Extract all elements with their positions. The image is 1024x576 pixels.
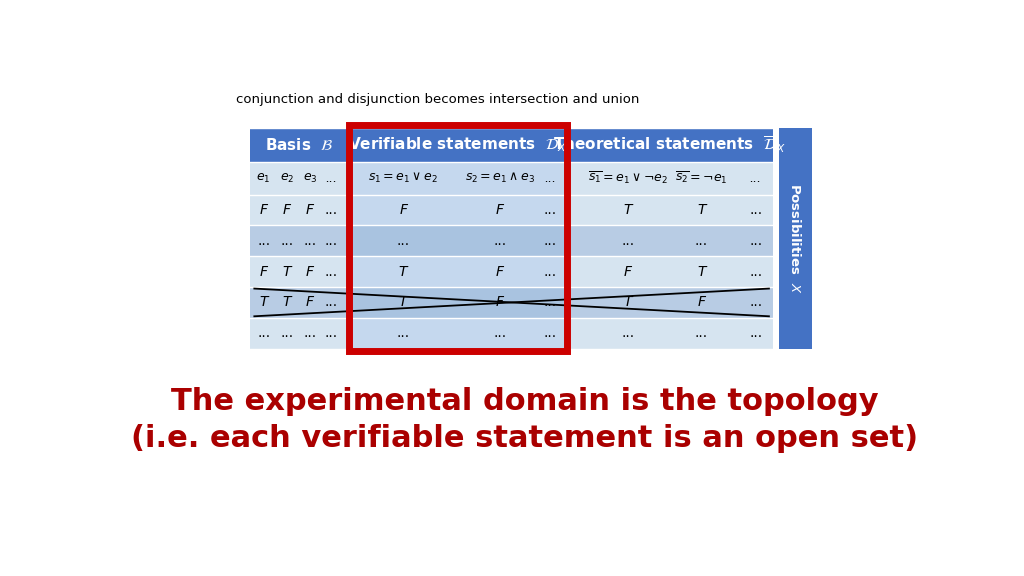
Text: ...: ... [622, 234, 635, 248]
Text: ...: ... [494, 234, 507, 248]
Text: Basis  $\mathcal{B}$: Basis $\mathcal{B}$ [265, 137, 334, 153]
Text: T: T [259, 295, 268, 309]
Bar [349, 124, 566, 351]
Text: $e_2$: $e_2$ [280, 172, 294, 185]
Text: F: F [260, 203, 267, 217]
Text: $\overline{s_2} = \neg e_1$: $\overline{s_2} = \neg e_1$ [675, 170, 728, 186]
Text: T: T [283, 264, 291, 279]
Text: ...: ... [325, 326, 338, 340]
Text: (i.e. each verifiable statement is an open set): (i.e. each verifiable statement is an op… [131, 424, 919, 453]
Text: $e_1$: $e_1$ [256, 172, 270, 185]
Text: ...: ... [545, 172, 556, 184]
Text: F: F [306, 264, 314, 279]
Text: F: F [624, 264, 632, 279]
Bar [349, 318, 566, 348]
Text: $s_2 = e_1 \wedge e_3$: $s_2 = e_1 \wedge e_3$ [465, 171, 535, 185]
Text: ...: ... [325, 264, 338, 279]
Text: F: F [496, 295, 504, 309]
Text: ...: ... [281, 234, 294, 248]
Bar [566, 256, 773, 287]
Bar [566, 287, 773, 318]
Text: ...: ... [750, 264, 762, 279]
Bar [349, 161, 566, 195]
Bar [349, 195, 566, 225]
Text: ...: ... [750, 295, 762, 309]
Text: ...: ... [544, 295, 557, 309]
Text: Theoretical statements  $\overline{\mathcal{D}}_X$: Theoretical statements $\overline{\mathc… [553, 135, 786, 155]
Bar [349, 256, 566, 287]
Bar [251, 225, 349, 256]
Text: ...: ... [750, 203, 762, 217]
Text: F: F [399, 203, 408, 217]
Text: F: F [283, 203, 291, 217]
Text: ...: ... [396, 326, 410, 340]
Bar [566, 195, 773, 225]
Text: ...: ... [325, 203, 338, 217]
Text: ...: ... [622, 326, 635, 340]
Text: ...: ... [695, 326, 708, 340]
Bar [566, 225, 773, 256]
Text: ...: ... [544, 234, 557, 248]
Text: ...: ... [257, 326, 270, 340]
Text: T: T [399, 295, 408, 309]
Text: ...: ... [695, 234, 708, 248]
Text: $\overline{s_1} = e_1 \vee \neg e_2$: $\overline{s_1} = e_1 \vee \neg e_2$ [588, 170, 668, 186]
Text: conjunction and disjunction becomes intersection and union: conjunction and disjunction becomes inte… [237, 93, 640, 107]
Bar [251, 318, 349, 348]
Bar [251, 161, 349, 195]
Bar [349, 287, 566, 318]
Text: Possibilities  $X$: Possibilities $X$ [788, 183, 802, 294]
Text: ...: ... [281, 326, 294, 340]
Text: F: F [306, 295, 314, 309]
Text: F: F [697, 295, 706, 309]
Text: ...: ... [325, 295, 338, 309]
Bar [251, 287, 349, 318]
Text: ...: ... [303, 326, 316, 340]
Text: T: T [697, 264, 706, 279]
Bar [251, 195, 349, 225]
Text: Verifiable statements  $\mathcal{D}_X$: Verifiable statements $\mathcal{D}_X$ [348, 135, 567, 154]
Text: The experimental domain is the topology: The experimental domain is the topology [171, 387, 879, 416]
Text: ...: ... [750, 326, 762, 340]
Text: T: T [399, 264, 408, 279]
Bar [251, 256, 349, 287]
Text: ...: ... [325, 234, 338, 248]
Text: T: T [624, 203, 632, 217]
Text: ...: ... [494, 326, 507, 340]
Bar [566, 161, 773, 195]
Text: ...: ... [325, 172, 337, 184]
Bar [349, 128, 566, 161]
Bar [251, 128, 349, 161]
Text: $e_3$: $e_3$ [303, 172, 317, 185]
Text: F: F [306, 203, 314, 217]
Bar [779, 128, 812, 348]
Text: ...: ... [544, 264, 557, 279]
Bar [566, 318, 773, 348]
Text: T: T [697, 203, 706, 217]
Text: F: F [496, 264, 504, 279]
Text: $s_1 = e_1 \vee e_2$: $s_1 = e_1 \vee e_2$ [369, 171, 438, 185]
Text: T: T [624, 295, 632, 309]
Text: ...: ... [750, 234, 762, 248]
Text: ...: ... [396, 234, 410, 248]
Text: T: T [283, 295, 291, 309]
Bar [349, 225, 566, 256]
Text: ...: ... [544, 203, 557, 217]
Bar [566, 128, 773, 161]
Text: ...: ... [303, 234, 316, 248]
Text: F: F [260, 264, 267, 279]
Text: ...: ... [750, 172, 762, 184]
Text: F: F [496, 203, 504, 217]
Text: ...: ... [257, 234, 270, 248]
Text: ...: ... [544, 326, 557, 340]
